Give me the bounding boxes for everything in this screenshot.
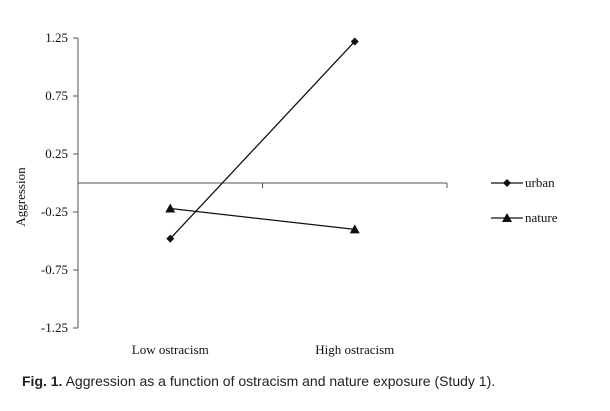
data-point-nature: [349, 224, 360, 234]
legend-marker: [502, 213, 512, 222]
figure-caption: Fig. 1. Aggression as a function of ostr…: [22, 373, 495, 389]
legend-item-nature: nature: [491, 210, 558, 225]
series-urban: [166, 37, 359, 243]
legend-label: nature: [525, 210, 558, 225]
y-tick-label: 0.25: [45, 146, 68, 161]
chart: 1.25 0.75 0.25 -0.25 -0.75 -1.25 Low ostracis…: [13, 30, 558, 357]
x-tick-label: High ostracism: [315, 342, 394, 357]
legend-marker: [503, 179, 511, 187]
data-point-urban: [166, 234, 175, 243]
x-tick-labels: Low ostracism High ostracism: [132, 342, 394, 357]
series-nature: [165, 203, 360, 234]
y-tick-label: -0.75: [41, 262, 68, 277]
y-tick-labels: 1.25 0.75 0.25 -0.25 -0.75 -1.25: [41, 30, 68, 335]
y-tick-label: 1.25: [45, 30, 68, 45]
series-line-nature: [170, 207, 355, 231]
legend-label: urban: [525, 175, 555, 190]
y-tick-label: -1.25: [41, 320, 68, 335]
y-tick-label: 0.75: [45, 88, 68, 103]
chart-legend: urban nature: [491, 175, 558, 225]
legend-item-urban: urban: [491, 175, 555, 190]
y-axis-title: Aggression: [13, 167, 28, 227]
chart-series: [165, 37, 360, 243]
y-tick-label: -0.25: [41, 204, 68, 219]
data-point-nature: [165, 203, 176, 213]
series-line-urban: [169, 41, 356, 240]
figure-label: Fig. 1.: [22, 373, 63, 389]
figure-caption-text: Aggression as a function of ostracism an…: [65, 373, 496, 389]
x-tick-label: Low ostracism: [132, 342, 209, 357]
data-point-urban: [350, 37, 359, 46]
chart-axes: [73, 37, 448, 329]
